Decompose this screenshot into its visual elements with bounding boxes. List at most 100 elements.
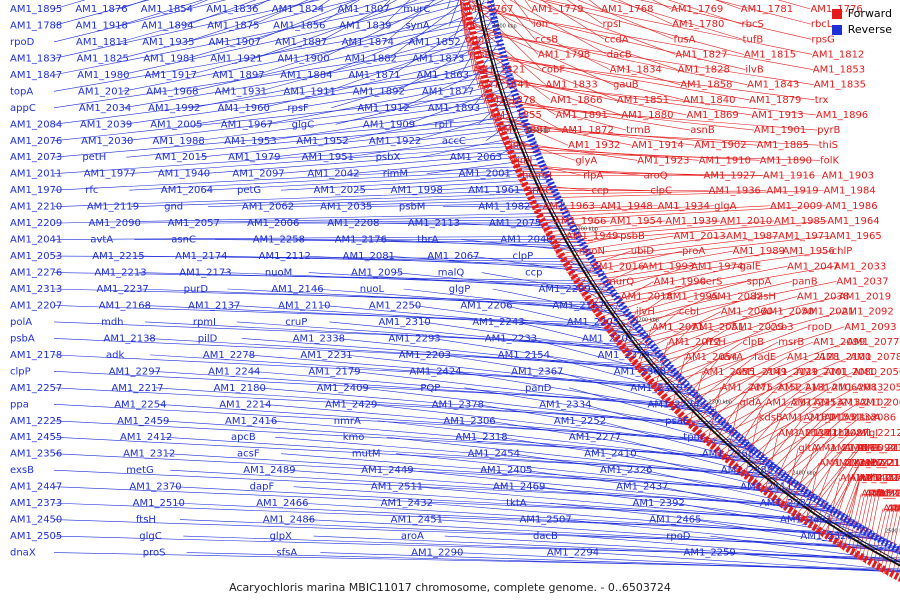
forward-gene-label[interactable]: AM1_2071 xyxy=(652,322,704,333)
reverse-gene-label[interactable]: AM1_2001 xyxy=(459,169,511,180)
reverse-gene-label[interactable]: AM1_1882 xyxy=(345,53,397,64)
reverse-gene-label[interactable]: AM1_2053 xyxy=(10,251,62,262)
forward-gene-label[interactable]: clpB xyxy=(742,337,764,348)
forward-gene-label[interactable]: pyrB xyxy=(817,125,840,136)
reverse-gene-label[interactable]: cruP xyxy=(285,317,307,328)
reverse-gene-label[interactable]: AM1_1918 xyxy=(76,20,128,31)
reverse-gene-label[interactable]: AM1_1873 xyxy=(412,53,464,64)
forward-gene-label[interactable]: AM1_1827 xyxy=(675,49,727,60)
forward-gene-label[interactable]: ccsB xyxy=(535,34,558,45)
reverse-gene-label[interactable]: ccp xyxy=(525,268,542,279)
reverse-gene-label[interactable]: avtA xyxy=(90,235,113,246)
forward-gene-label[interactable]: AM1_2246 xyxy=(865,488,900,499)
reverse-gene-label[interactable]: AM1_1940 xyxy=(158,169,210,180)
reverse-gene-label[interactable]: AM1_2290 xyxy=(411,548,463,559)
reverse-gene-label[interactable]: AM1_2447 xyxy=(10,482,62,493)
reverse-gene-label[interactable]: accC xyxy=(442,136,466,147)
reverse-gene-label[interactable]: glgC xyxy=(292,119,314,130)
forward-gene-label[interactable]: sixA xyxy=(860,413,881,424)
reverse-gene-label[interactable]: dnaX xyxy=(10,548,36,559)
reverse-gene-label[interactable]: AM1_1970 xyxy=(10,185,62,196)
forward-gene-label[interactable]: AM1_2133 xyxy=(824,413,876,424)
reverse-gene-label[interactable]: AM1_2254 xyxy=(114,399,166,410)
reverse-gene-label[interactable]: AM1_2432 xyxy=(381,498,433,509)
forward-gene-label[interactable]: nuoN xyxy=(579,246,605,257)
reverse-gene-label[interactable]: AM1_2507 xyxy=(519,515,571,526)
reverse-gene-label[interactable]: AM1_2486 xyxy=(263,515,315,526)
reverse-gene-label[interactable]: AM1_2318 xyxy=(455,432,507,443)
forward-gene-label[interactable]: AM1_1948 xyxy=(600,201,652,212)
reverse-gene-label[interactable]: psbM xyxy=(399,202,426,213)
forward-gene-label[interactable]: AM1_1956 xyxy=(783,246,835,257)
forward-gene-label[interactable]: AM1_2141 xyxy=(861,488,900,499)
forward-gene-label[interactable]: AM1_1843 xyxy=(747,80,799,91)
reverse-gene-label[interactable]: AM1_1837 xyxy=(10,53,62,64)
forward-gene-label[interactable]: AM1_1986 xyxy=(825,201,877,212)
forward-gene-label[interactable]: AM1_1990 xyxy=(654,276,706,287)
forward-gene-label[interactable]: AM1_1779 xyxy=(531,4,583,15)
reverse-gene-label[interactable]: AM1_2025 xyxy=(314,185,366,196)
forward-gene-label[interactable]: AM1_2117 xyxy=(850,473,900,484)
forward-gene-label[interactable]: AM1_2037 xyxy=(836,276,888,287)
reverse-gene-label[interactable]: rpsF xyxy=(287,103,309,114)
reverse-gene-label[interactable]: AM1_1897 xyxy=(212,70,264,81)
forward-gene-label[interactable]: AM1_2021 xyxy=(802,307,854,318)
forward-gene-label[interactable]: AM1_1853 xyxy=(813,65,865,76)
reverse-gene-label[interactable]: AM1_2063 xyxy=(450,152,502,163)
forward-gene-label[interactable]: AM1_2056 xyxy=(853,367,900,378)
forward-gene-label[interactable]: AM1_1841 xyxy=(478,80,530,91)
forward-gene-label[interactable]: AM1_2100 xyxy=(819,352,871,363)
reverse-gene-label[interactable]: AM1_2379 xyxy=(598,350,650,361)
forward-gene-label[interactable]: panB xyxy=(792,276,818,287)
reverse-gene-label[interactable]: AM1_2075 xyxy=(489,218,541,229)
reverse-gene-label[interactable]: AM1_1982 xyxy=(478,202,530,213)
reverse-gene-label[interactable]: AM1_1951 xyxy=(302,152,354,163)
forward-gene-label[interactable]: AM1_1812 xyxy=(812,49,864,60)
reverse-gene-label[interactable]: AM1_1875 xyxy=(207,20,259,31)
reverse-gene-label[interactable]: AM1_2206 xyxy=(460,300,512,311)
reverse-gene-label[interactable]: nuoL xyxy=(360,284,385,295)
reverse-gene-label[interactable]: AM1_2459 xyxy=(117,416,169,427)
reverse-gene-label[interactable]: AM1_2455 xyxy=(10,432,62,443)
forward-gene-label[interactable]: algI xyxy=(860,428,878,439)
reverse-gene-label[interactable]: AM1_2208 xyxy=(327,218,379,229)
reverse-gene-label[interactable]: AM1_2203 xyxy=(399,350,451,361)
forward-gene-label[interactable]: AM1_1987 xyxy=(726,231,778,242)
reverse-gene-label[interactable]: AM1_2373 xyxy=(10,498,62,509)
reverse-gene-label[interactable]: AM1_1952 xyxy=(296,136,348,147)
reverse-gene-label[interactable]: AM1_1981 xyxy=(143,53,195,64)
forward-gene-label[interactable]: galE xyxy=(739,261,761,272)
reverse-gene-label[interactable]: AM1_2180 xyxy=(214,383,266,394)
forward-gene-label[interactable]: AM1_2134 xyxy=(778,428,830,439)
forward-gene-label[interactable]: AM1_2050 xyxy=(762,307,814,318)
reverse-gene-label[interactable]: AM1_2064 xyxy=(161,185,213,196)
forward-gene-label[interactable]: AM1_2220 xyxy=(869,488,900,499)
forward-gene-label[interactable]: rlpA xyxy=(583,170,603,181)
forward-gene-label[interactable]: AM1_1768 xyxy=(601,4,653,15)
forward-gene-label[interactable]: AM1_2029 xyxy=(731,322,783,333)
forward-gene-label[interactable]: obgE xyxy=(466,34,491,45)
forward-gene-label[interactable]: folK xyxy=(820,155,839,166)
forward-gene-label[interactable]: AM1_1851 xyxy=(617,95,669,106)
reverse-gene-label[interactable]: AM1_2338 xyxy=(293,333,345,344)
forward-gene-label[interactable]: rpsL xyxy=(469,49,491,60)
reverse-gene-label[interactable]: AM1_1960 xyxy=(218,103,270,114)
reverse-gene-label[interactable]: AM1_1907 xyxy=(209,37,261,48)
forward-gene-label[interactable]: AM1_1891 xyxy=(556,110,608,121)
reverse-gene-label[interactable]: AM1_2090 xyxy=(89,218,141,229)
reverse-gene-label[interactable]: AM1_2035 xyxy=(320,202,372,213)
reverse-gene-label[interactable]: malQ xyxy=(438,268,465,279)
reverse-gene-label[interactable]: AM1_2040 xyxy=(500,235,552,246)
reverse-gene-label[interactable]: AM1_2244 xyxy=(208,366,260,377)
reverse-gene-label[interactable]: AM1_2137 xyxy=(188,300,240,311)
reverse-gene-label[interactable]: AM1_2437 xyxy=(616,482,668,493)
reverse-gene-label[interactable]: AM1_2274 xyxy=(648,399,700,410)
reverse-gene-label[interactable]: petH xyxy=(82,152,106,163)
forward-gene-label[interactable]: AM1_1866 xyxy=(550,95,602,106)
reverse-gene-label[interactable]: AM1_2112 xyxy=(259,251,311,262)
reverse-gene-label[interactable]: AM1_1980 xyxy=(77,70,129,81)
forward-gene-label[interactable]: ilvH xyxy=(636,307,655,318)
forward-gene-label[interactable]: AM1_2218 xyxy=(855,458,900,469)
forward-gene-label[interactable]: AM1_1878 xyxy=(483,95,535,106)
reverse-gene-label[interactable]: AM1_2469 xyxy=(493,482,545,493)
